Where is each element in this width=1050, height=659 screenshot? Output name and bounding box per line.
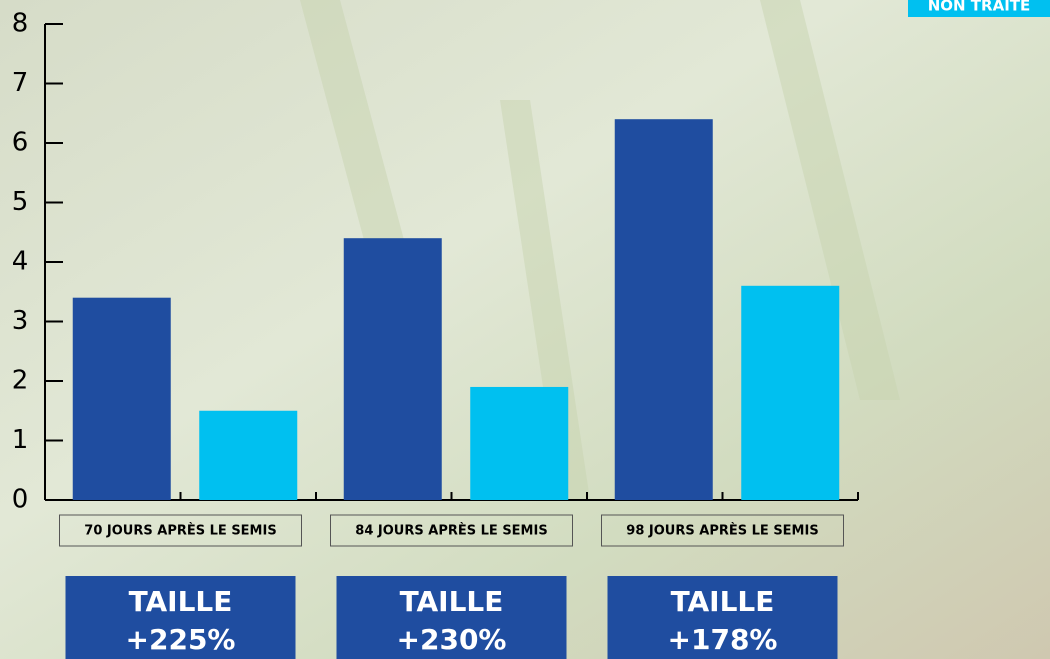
annotation-label: +225%	[126, 623, 236, 656]
category-box	[59, 514, 302, 547]
annotation-box	[65, 576, 296, 659]
annotation-box	[607, 576, 838, 659]
bar	[72, 297, 171, 500]
annotation-label: +230%	[397, 623, 507, 656]
y-tick-label: 3	[12, 306, 29, 336]
x-tick-label: 84 JOURS APRÈS LE SEMIS	[355, 523, 547, 539]
bar	[343, 238, 442, 500]
bar	[470, 386, 569, 500]
y-tick-label: 0	[12, 485, 29, 515]
annotation-title: TAILLE	[671, 585, 775, 618]
annotation-box	[336, 576, 567, 659]
annotation-title: TAILLE	[129, 585, 233, 618]
annotation-title: TAILLE	[400, 585, 504, 618]
y-tick-label: 5	[12, 187, 29, 217]
category-box	[601, 514, 844, 547]
y-tick-label: 7	[12, 68, 29, 98]
y-tick-label: 8	[12, 9, 29, 39]
y-tick-label: 4	[12, 247, 29, 277]
y-tick-label: 2	[12, 366, 29, 396]
bar	[741, 285, 840, 500]
legend-label: NON TRAITÉ	[928, 0, 1031, 15]
category-box	[330, 514, 573, 547]
legend-swatch	[908, 0, 1050, 17]
x-tick-label: 70 JOURS APRÈS LE SEMIS	[84, 523, 276, 539]
bar	[199, 410, 298, 500]
x-tick-label: 98 JOURS APRÈS LE SEMIS	[626, 523, 818, 539]
annotation-label: +178%	[668, 623, 778, 656]
y-tick-label: 6	[12, 128, 29, 158]
y-tick-label: 1	[12, 425, 29, 455]
bar	[614, 119, 713, 500]
